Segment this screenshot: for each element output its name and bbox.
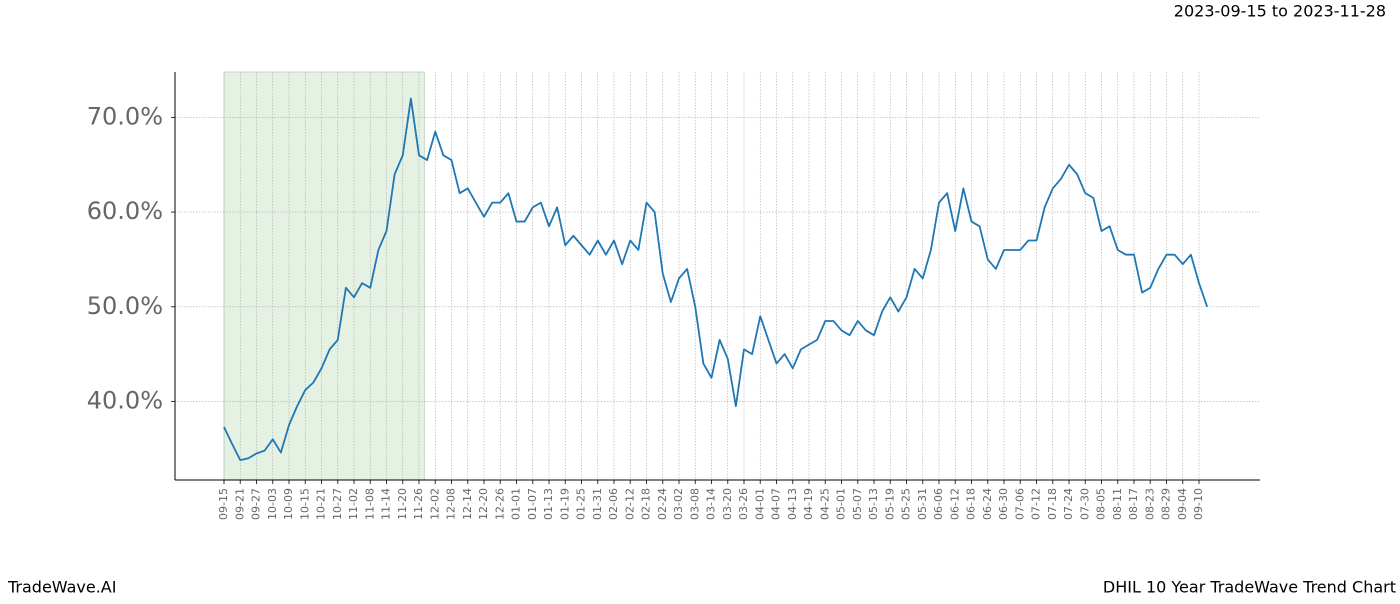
x-tick-label: 05-25	[900, 488, 913, 520]
highlight-region	[223, 71, 425, 481]
x-tick-label: 03-08	[688, 488, 701, 520]
x-tick-label: 06-06	[932, 488, 945, 520]
x-tick-label: 07-06	[1013, 488, 1026, 520]
x-tick-label: 10-21	[315, 488, 328, 520]
x-tick-label: 01-13	[542, 488, 555, 520]
x-tick-label: 04-19	[802, 488, 815, 520]
x-tick-label: 02-24	[656, 488, 669, 520]
x-tick-label: 08-05	[1095, 488, 1108, 520]
x-tick-label: 10-09	[282, 488, 295, 520]
x-tick-label: 06-24	[981, 488, 994, 520]
x-tick-label: 04-13	[786, 488, 799, 520]
x-tick-label: 05-07	[851, 488, 864, 520]
y-tick-label: 60.0%	[87, 197, 163, 225]
x-tick-label: 12-14	[461, 488, 474, 520]
x-tick-label: 09-27	[250, 488, 263, 520]
x-tick-label: 12-08	[445, 488, 458, 520]
x-tick-label: 11-02	[347, 488, 360, 520]
x-tick-label: 01-07	[526, 488, 539, 520]
x-tick-label: 11-26	[412, 488, 425, 520]
x-tick-label: 12-02	[428, 488, 441, 520]
x-tick-label: 12-26	[493, 488, 506, 520]
x-tick-label: 07-24	[1062, 488, 1075, 520]
x-tick-label: 02-12	[623, 488, 636, 520]
x-tick-label: 02-06	[607, 488, 620, 520]
x-tick-label: 01-25	[575, 488, 588, 520]
x-tick-label: 11-14	[380, 488, 393, 520]
x-tick-label: 06-30	[997, 488, 1010, 520]
x-tick-label: 12-20	[477, 488, 490, 520]
y-tick-label: 50.0%	[87, 292, 163, 320]
x-tick-label: 10-27	[331, 488, 344, 520]
x-tick-label: 01-19	[558, 488, 571, 520]
x-tick-label: 06-12	[948, 488, 961, 520]
chart-subtitle: 2023-09-15 to 2023-11-28	[1174, 2, 1386, 21]
x-tick-label: 09-10	[1192, 488, 1205, 520]
x-tick-label: 02-18	[640, 488, 653, 520]
x-tick-label: 07-18	[1046, 488, 1059, 520]
x-tick-label: 01-01	[510, 488, 523, 520]
x-tick-label: 08-29	[1160, 488, 1173, 520]
x-tick-label: 04-25	[818, 488, 831, 520]
chart-title: DHIL 10 Year TradeWave Trend Chart	[1103, 578, 1396, 597]
x-tick-label: 07-30	[1078, 488, 1091, 520]
x-tick-label: 03-14	[705, 488, 718, 520]
x-tick-label: 05-13	[867, 488, 880, 520]
x-tick-label: 09-04	[1176, 488, 1189, 520]
x-tick-label: 10-15	[298, 488, 311, 520]
trend-line	[223, 97, 1208, 462]
x-tick-label: 10-03	[266, 488, 279, 520]
x-tick-label: 04-01	[753, 488, 766, 520]
x-tick-label: 08-17	[1127, 488, 1140, 520]
x-tick-label: 09-21	[233, 488, 246, 520]
x-tick-label: 09-15	[217, 488, 230, 520]
x-tick-label: 04-07	[770, 488, 783, 520]
x-tick-label: 01-31	[591, 488, 604, 520]
x-tick-label: 05-31	[916, 488, 929, 520]
x-tick-label: 08-23	[1143, 488, 1156, 520]
x-tick-label: 05-19	[883, 488, 896, 520]
x-tick-label: 11-08	[363, 488, 376, 520]
x-tick-label: 03-02	[672, 488, 685, 520]
x-tick-label: 11-20	[396, 488, 409, 520]
x-tick-label: 03-26	[737, 488, 750, 520]
x-tick-label: 03-20	[721, 488, 734, 520]
y-tick-label: 40.0%	[87, 386, 163, 414]
source-label: TradeWave.AI	[7, 578, 116, 597]
x-tick-label: 08-11	[1111, 488, 1124, 520]
x-tick-label: 06-18	[965, 488, 978, 520]
x-tick-label: 05-01	[835, 488, 848, 520]
y-tick-label: 70.0%	[87, 102, 163, 130]
x-tick-label: 07-12	[1030, 488, 1043, 520]
